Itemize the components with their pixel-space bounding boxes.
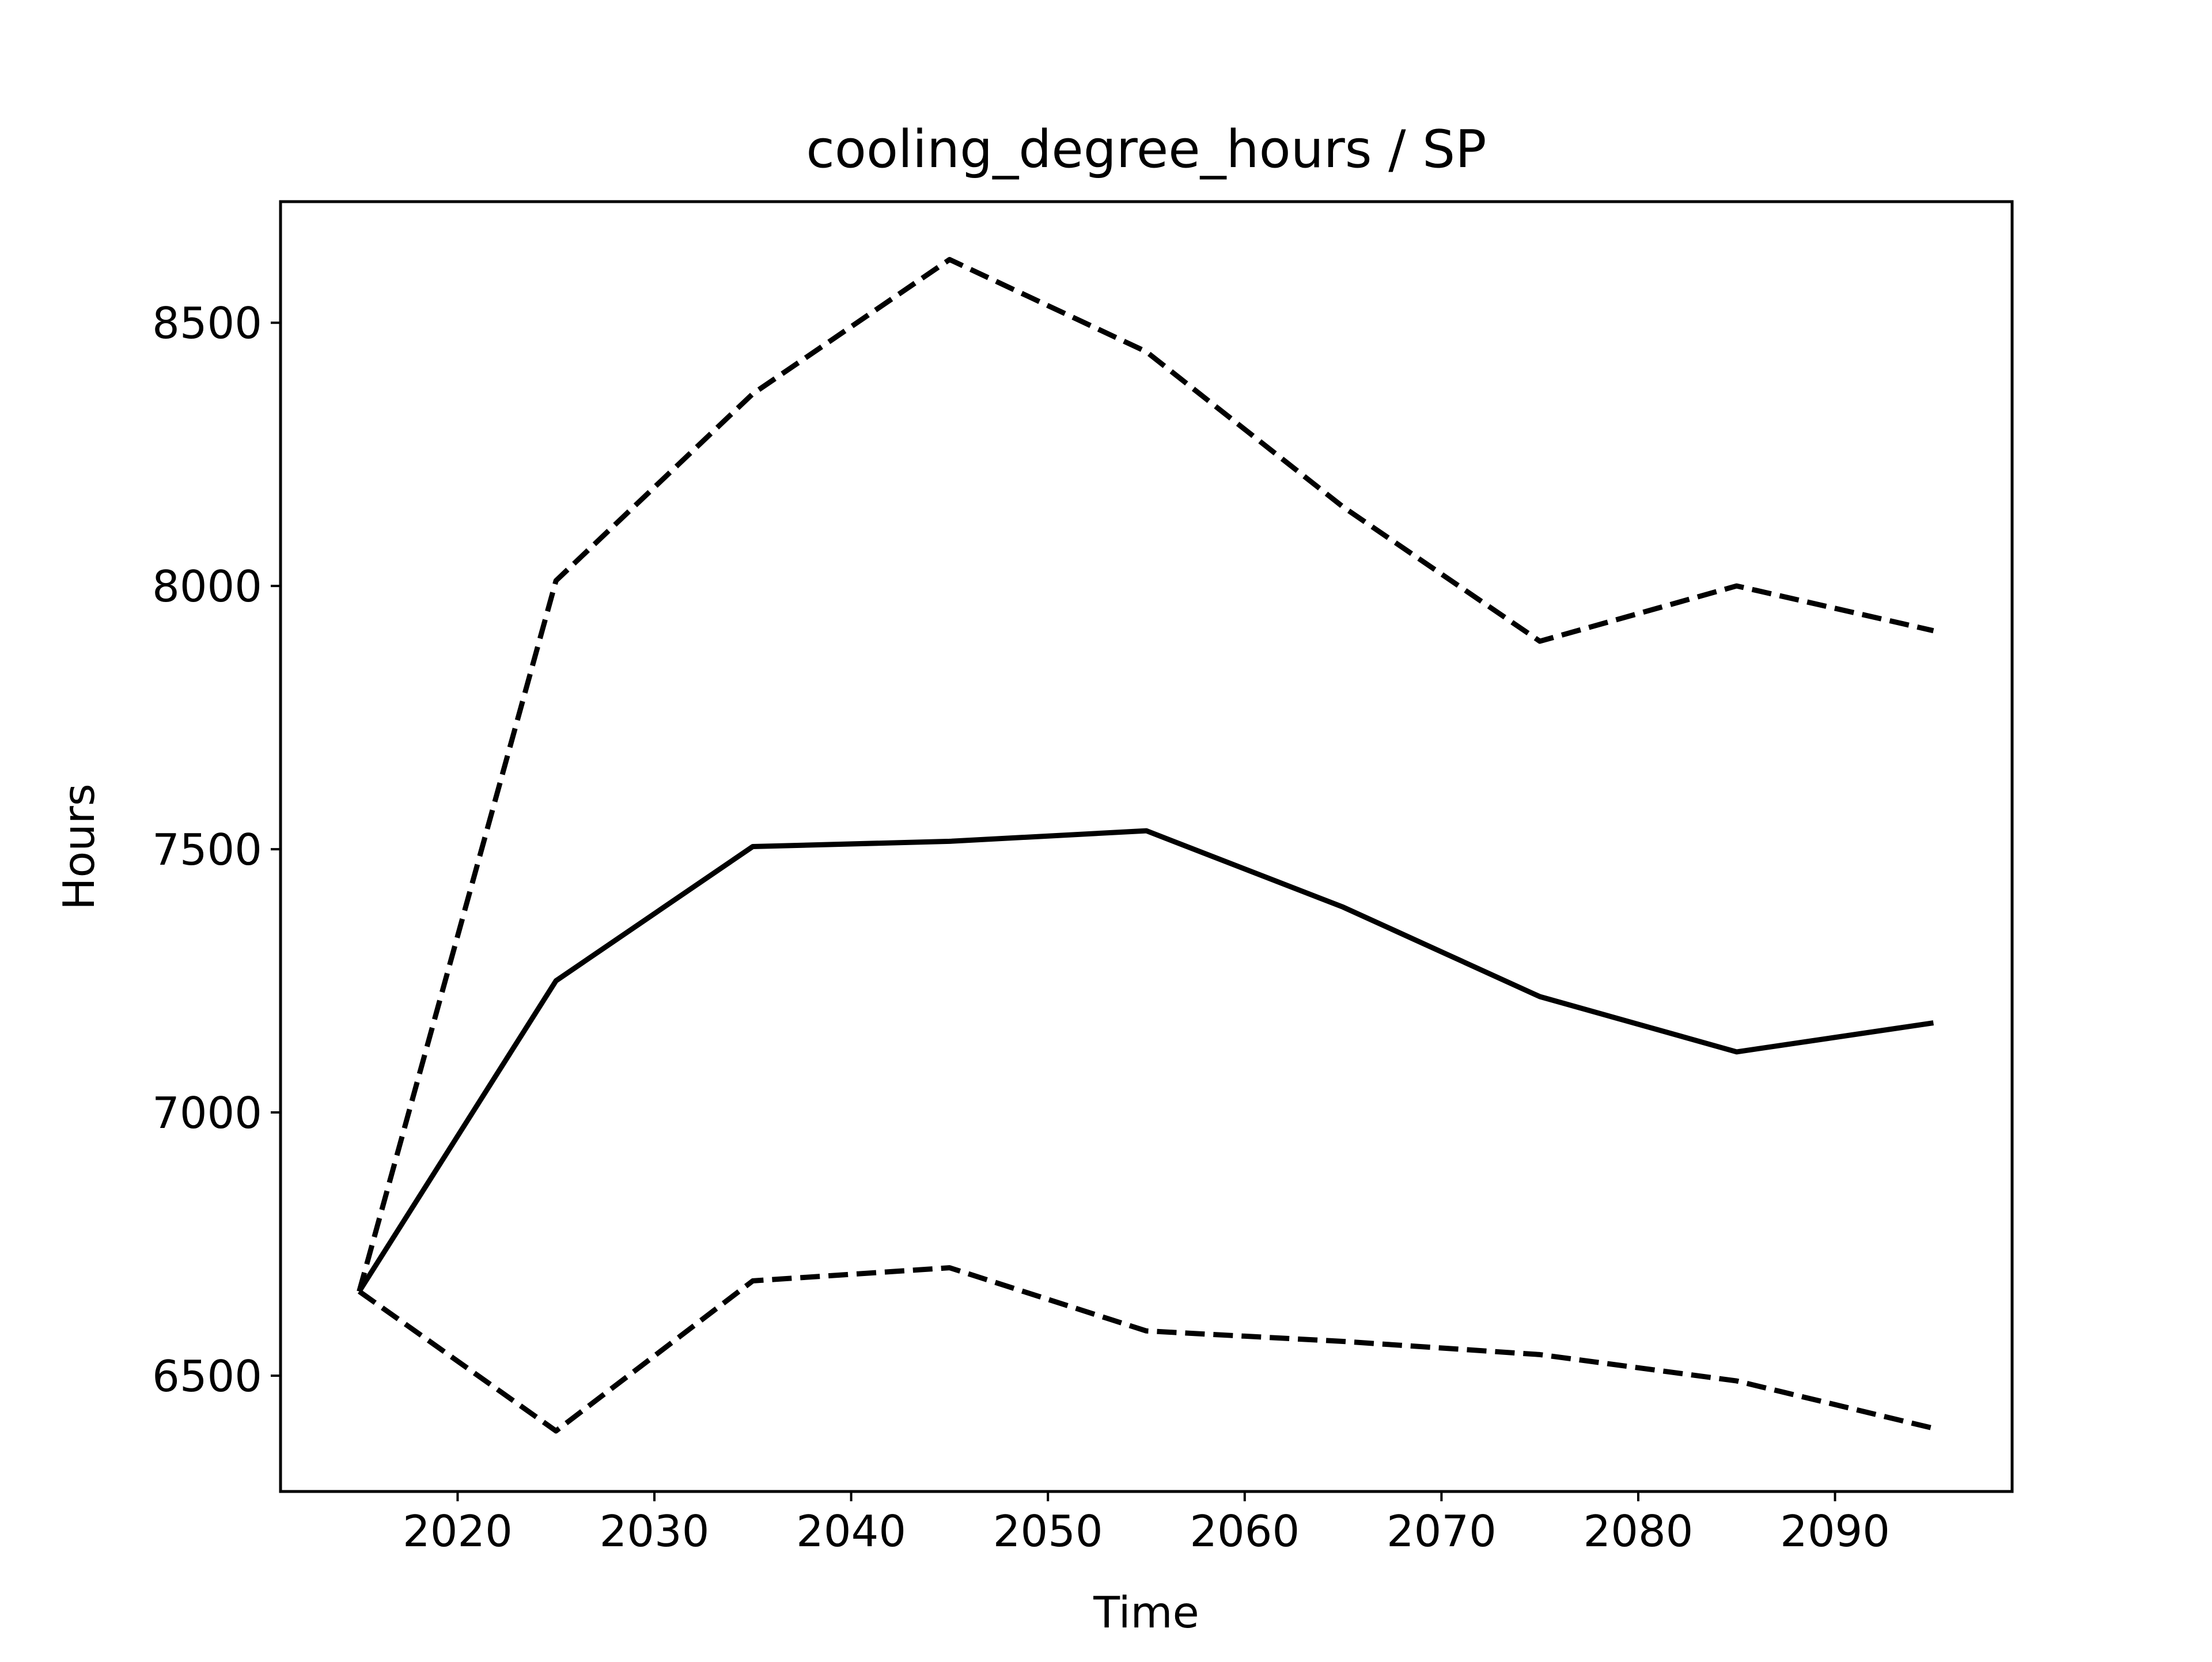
upper-bound-line bbox=[357, 257, 1934, 1292]
y-tick-label: 7000 bbox=[152, 1088, 262, 1138]
x-tick-label: 2060 bbox=[1190, 1506, 1300, 1557]
y-tick-label: 8000 bbox=[152, 561, 262, 612]
lower-bound-line bbox=[357, 1265, 1934, 1434]
plot-area-frame bbox=[279, 200, 2014, 1493]
y-tick-label: 6500 bbox=[152, 1351, 262, 1402]
x-tick-label: 2050 bbox=[993, 1506, 1103, 1557]
y-tick-label: 7500 bbox=[152, 824, 262, 875]
x-tick-label: 2030 bbox=[600, 1506, 710, 1557]
central-line bbox=[357, 828, 1934, 1293]
x-axis-ticks: 2020 2030 2040 2050 2060 2070 2080 2090 bbox=[403, 1491, 1890, 1557]
x-tick-label: 2040 bbox=[796, 1506, 906, 1557]
x-tick-label: 2020 bbox=[403, 1506, 513, 1557]
y-axis-label: Hours bbox=[54, 783, 104, 910]
x-tick-label: 2070 bbox=[1387, 1506, 1497, 1557]
y-tick-label: 8500 bbox=[152, 298, 262, 349]
x-tick-label: 2080 bbox=[1584, 1506, 1694, 1557]
x-tick-label: 2090 bbox=[1780, 1506, 1890, 1557]
y-axis-ticks: 6500 7000 7500 8000 8500 bbox=[152, 298, 281, 1402]
x-axis-label: Time bbox=[1093, 1587, 1199, 1638]
chart-title: cooling_degree_hours / SP bbox=[806, 119, 1486, 180]
series-layer bbox=[357, 257, 1934, 1434]
